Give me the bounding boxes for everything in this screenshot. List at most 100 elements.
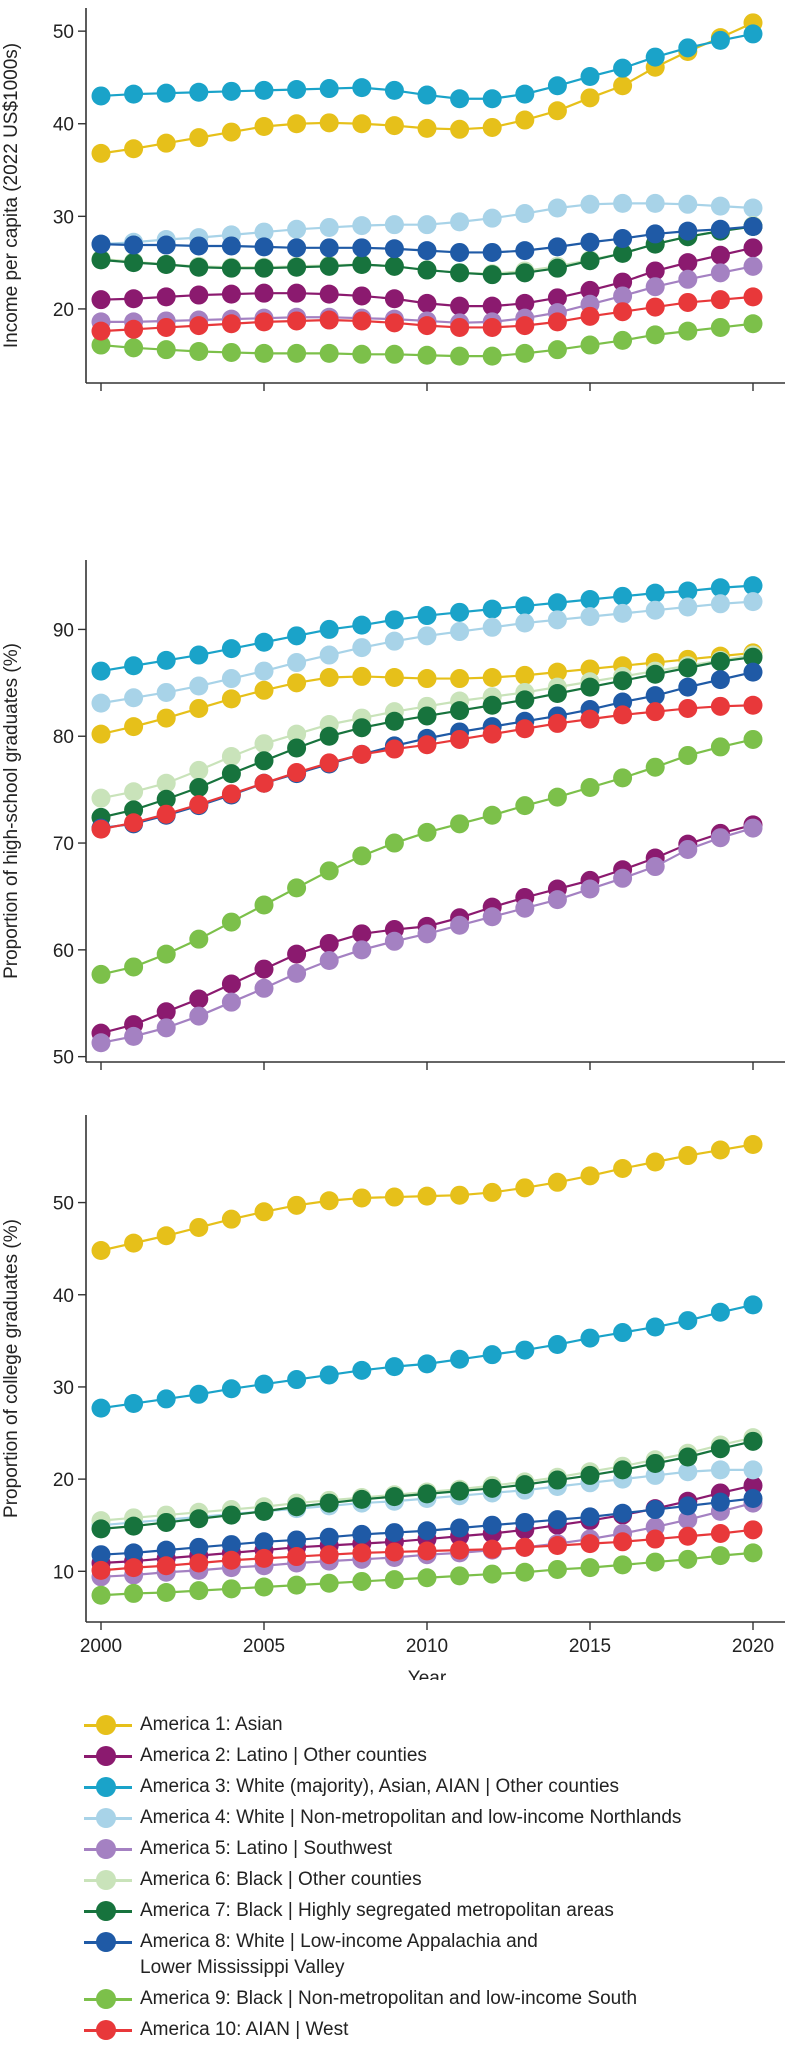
data-point (482, 1539, 502, 1559)
x-tick-label: 2010 (406, 1636, 448, 1657)
data-point (515, 343, 535, 363)
series-4 (91, 592, 763, 713)
data-point (384, 80, 404, 100)
data-point (91, 1033, 111, 1053)
data-point (678, 194, 698, 214)
data-point (515, 596, 535, 616)
legend-label: America 2: Latino | Other counties (140, 1745, 427, 1766)
data-point (417, 669, 437, 689)
data-point (124, 1516, 144, 1536)
series-3 (91, 24, 763, 109)
data-point (580, 194, 600, 214)
series-8 (91, 1488, 763, 1565)
data-point (417, 260, 437, 280)
data-point (287, 1575, 307, 1595)
data-point (417, 1521, 437, 1541)
legend-swatch (82, 2017, 134, 2043)
data-point (613, 1532, 633, 1552)
data-point (645, 664, 665, 684)
data-point (189, 760, 209, 780)
data-point (613, 1503, 633, 1523)
data-point (124, 139, 144, 159)
data-point (482, 89, 502, 109)
data-point (221, 1379, 241, 1399)
legend-swatch (82, 1712, 134, 1738)
x-axis-label: Year (408, 1668, 447, 1680)
data-point (613, 1555, 633, 1575)
data-point (417, 316, 437, 336)
data-point (287, 238, 307, 258)
data-point (515, 263, 535, 283)
data-point (417, 626, 437, 646)
data-point (189, 778, 209, 798)
data-point (319, 284, 339, 304)
data-point (384, 1523, 404, 1543)
data-point (287, 724, 307, 744)
data-point (156, 682, 176, 702)
x-tick-label: 2000 (80, 1636, 122, 1657)
data-point (678, 1146, 698, 1166)
data-point (319, 861, 339, 881)
data-point (254, 895, 274, 915)
data-point (319, 217, 339, 237)
y-tick-label: 60 (53, 941, 74, 962)
data-point (547, 237, 567, 257)
data-point (515, 665, 535, 685)
data-point (743, 1460, 763, 1480)
data-point (287, 673, 307, 693)
data-point (319, 256, 339, 276)
data-point (254, 959, 274, 979)
data-point (515, 84, 535, 104)
data-point (221, 258, 241, 278)
data-point (189, 236, 209, 256)
data-point (156, 133, 176, 153)
data-point (645, 224, 665, 244)
data-point (450, 1518, 470, 1538)
data-point (678, 292, 698, 312)
y-tick-label: 10 (53, 1562, 74, 1583)
data-point (580, 879, 600, 899)
data-point (124, 656, 144, 676)
data-point (287, 944, 307, 964)
data-point (547, 1470, 567, 1490)
data-point (547, 101, 567, 121)
data-point (580, 251, 600, 271)
series-7 (91, 647, 763, 827)
data-point (319, 113, 339, 133)
data-point (319, 726, 339, 746)
data-point (678, 581, 698, 601)
data-point (678, 321, 698, 341)
data-point (515, 293, 535, 313)
data-point (91, 724, 111, 744)
data-point (156, 1512, 176, 1532)
data-point (221, 669, 241, 689)
legend-item: America 1: Asian (82, 1712, 782, 1738)
data-point (319, 1365, 339, 1385)
y-axis-label: Proportion of college graduates (%) (1, 1219, 22, 1518)
legend-item: America 5: Latino | Southwest (82, 1836, 782, 1862)
data-point (743, 695, 763, 715)
legend-label: America 4: White | Non-metropolitan and … (140, 1807, 682, 1828)
data-point (515, 316, 535, 336)
data-point (710, 1302, 730, 1322)
data-point (743, 256, 763, 276)
data-point (710, 196, 730, 216)
data-point (352, 216, 372, 236)
legend-swatch (82, 1986, 134, 2012)
data-point (384, 239, 404, 259)
data-point (678, 698, 698, 718)
data-point (352, 1489, 372, 1509)
data-point (124, 319, 144, 339)
data-point (189, 1384, 209, 1404)
data-point (547, 340, 567, 360)
data-point (645, 600, 665, 620)
data-point (580, 280, 600, 300)
data-point (254, 1548, 274, 1568)
data-point (710, 651, 730, 671)
x-tick-label: 2020 (732, 1636, 774, 1657)
data-point (384, 833, 404, 853)
data-point (91, 819, 111, 839)
data-point (450, 119, 470, 139)
data-point (156, 773, 176, 793)
data-point (645, 325, 665, 345)
